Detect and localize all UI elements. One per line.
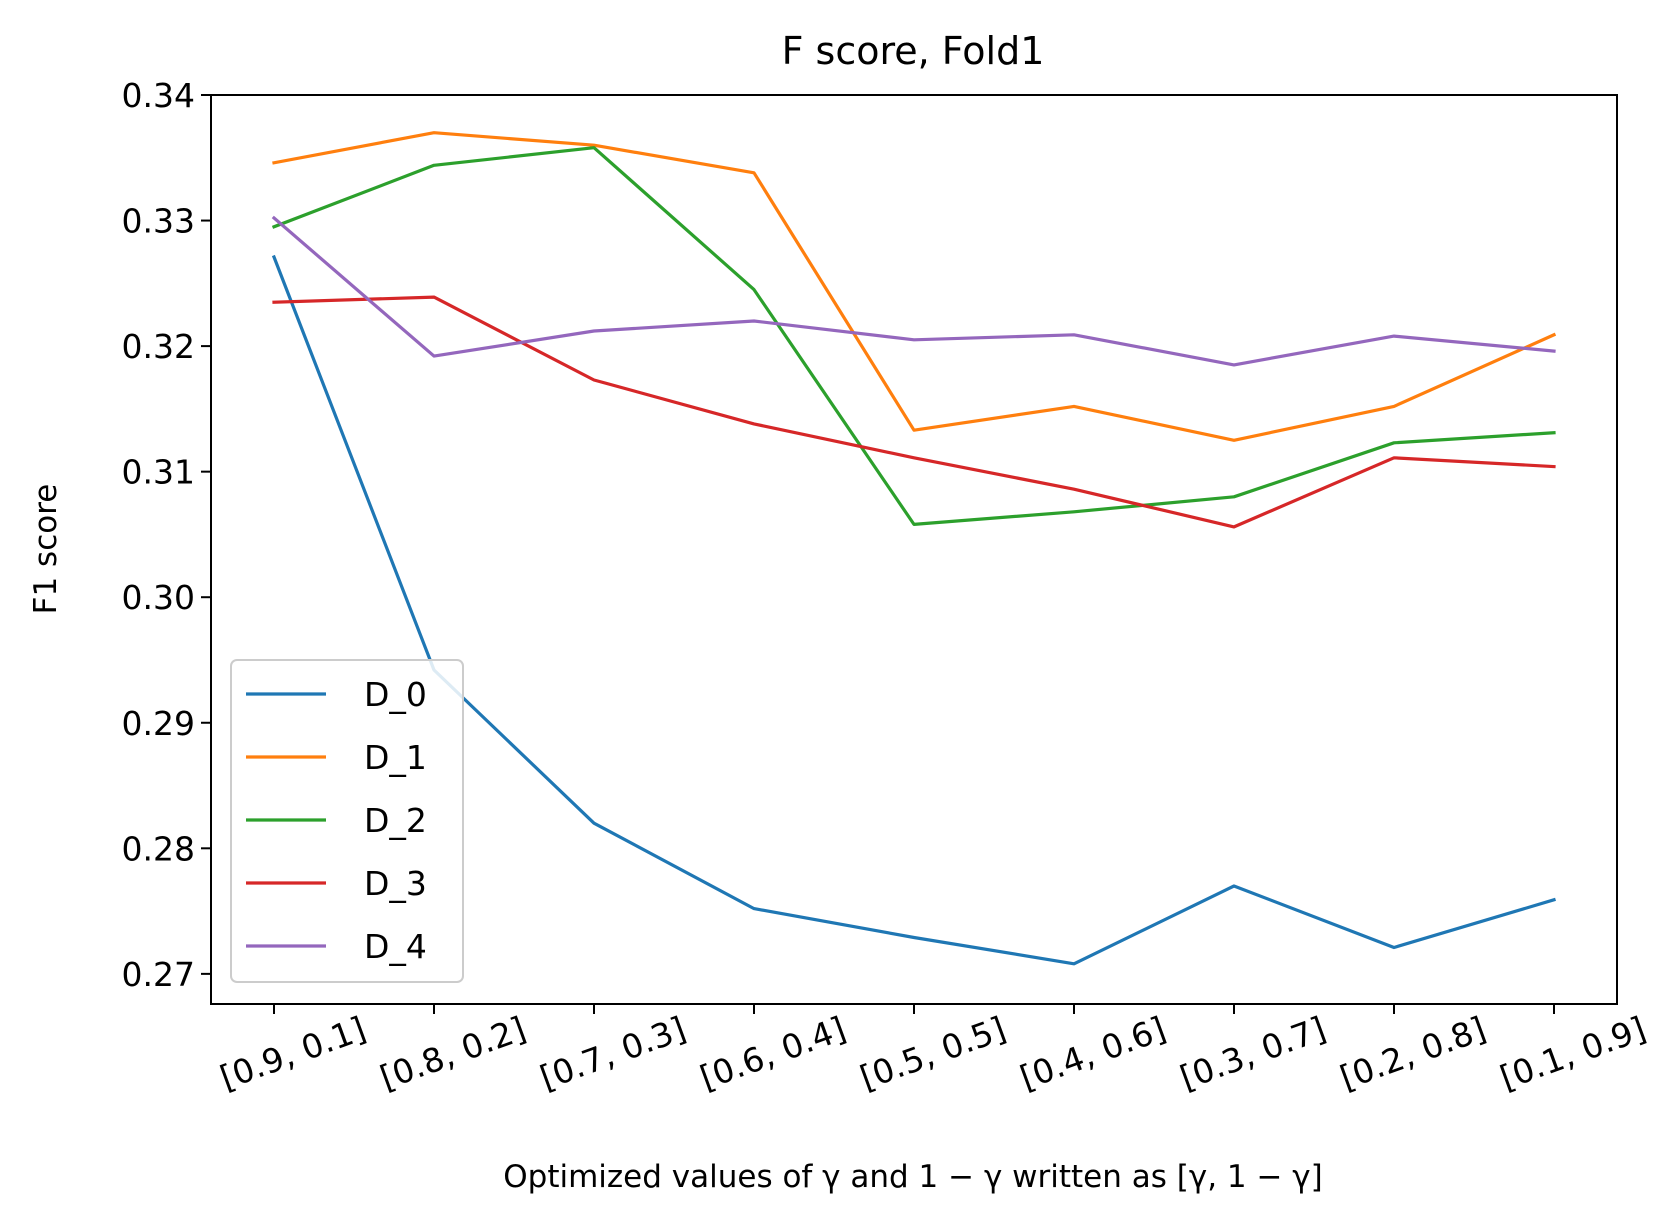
y-axis-label: F1 score (28, 484, 64, 615)
y-tick-label: 0.30 (122, 578, 195, 617)
series-layer (271, 131, 1557, 966)
y-tick-label: 0.32 (122, 327, 195, 366)
legend: D_0 D_1 D_2 D_3 D_4 (230, 659, 464, 983)
legend-frame (230, 659, 464, 983)
y-tick-label: 0.28 (122, 829, 195, 868)
series-line-d-0 (271, 254, 1556, 966)
y-tick-label: 0.27 (122, 955, 195, 994)
y-tick-label: 0.33 (122, 202, 195, 241)
legend-label: D_0 (364, 675, 427, 714)
y-tick-label: 0.29 (122, 704, 195, 743)
legend-label: D_1 (364, 738, 427, 777)
series-line-d-2 (271, 146, 1556, 527)
y-tick-label: 0.31 (122, 453, 195, 492)
x-axis-label: Optimized values of γ and 1 − γ written … (503, 1159, 1323, 1195)
legend-label: D_4 (364, 927, 427, 966)
series-line-d-3 (272, 295, 1556, 529)
y-tick-label: 0.34 (122, 76, 195, 115)
legend-label: D_2 (364, 801, 427, 840)
series-line-d-1 (272, 131, 1557, 442)
chart-title: F score, Fold1 (782, 29, 1045, 73)
y-axis: 0.27 0.28 0.29 0.30 0.31 0.32 0.33 0.34 (122, 76, 211, 994)
legend-label: D_3 (364, 864, 427, 903)
series-line-d-4 (271, 215, 1556, 367)
